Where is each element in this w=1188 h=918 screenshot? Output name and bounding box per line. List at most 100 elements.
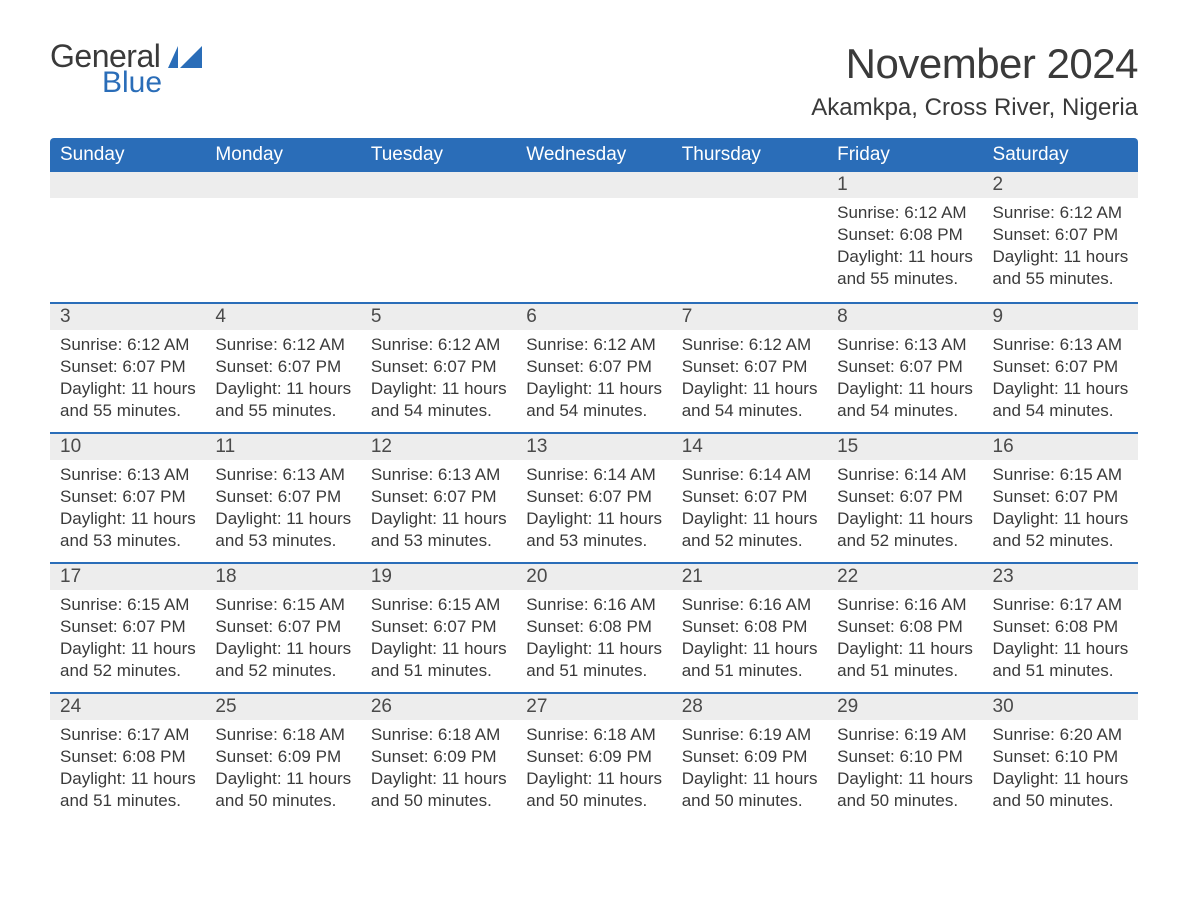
day-number: 28 bbox=[682, 696, 703, 717]
day-body: Sunrise: 6:12 AMSunset: 6:07 PMDaylight:… bbox=[672, 330, 827, 426]
day-number-band: 20 bbox=[516, 562, 671, 590]
day-number-band: 9 bbox=[983, 302, 1138, 330]
day-number: 12 bbox=[371, 436, 392, 457]
calendar-body: 1Sunrise: 6:12 AMSunset: 6:08 PMDaylight… bbox=[50, 172, 1138, 822]
day-body: Sunrise: 6:18 AMSunset: 6:09 PMDaylight:… bbox=[205, 720, 360, 816]
day-number: 10 bbox=[60, 436, 81, 457]
day-body: Sunrise: 6:13 AMSunset: 6:07 PMDaylight:… bbox=[205, 460, 360, 556]
sunset-line: Sunset: 6:10 PM bbox=[837, 746, 974, 768]
day-cell bbox=[205, 172, 360, 302]
daylight-line-1: Daylight: 11 hours bbox=[371, 378, 508, 400]
sunset-line: Sunset: 6:07 PM bbox=[215, 356, 352, 378]
day-number: 11 bbox=[215, 436, 235, 457]
day-number: 26 bbox=[371, 696, 392, 717]
sunset-line: Sunset: 6:07 PM bbox=[371, 356, 508, 378]
brand-text: General Blue bbox=[50, 40, 162, 98]
day-header-mon: Monday bbox=[205, 138, 360, 172]
day-number-band: 17 bbox=[50, 562, 205, 590]
day-cell: 11 Sunrise: 6:13 AMSunset: 6:07 PMDayligh… bbox=[205, 432, 360, 562]
sunrise-line: Sunrise: 6:12 AM bbox=[60, 334, 197, 356]
sunrise-line: Sunrise: 6:15 AM bbox=[371, 594, 508, 616]
daylight-line-2: and 50 minutes. bbox=[371, 790, 508, 812]
daylight-line-1: Daylight: 11 hours bbox=[993, 508, 1130, 530]
sunset-line: Sunset: 6:07 PM bbox=[837, 486, 974, 508]
week-row: 24 Sunrise: 6:17 AMSunset: 6:08 PMDayligh… bbox=[50, 692, 1138, 822]
day-cell: 5Sunrise: 6:12 AMSunset: 6:07 PMDaylight… bbox=[361, 302, 516, 432]
daylight-line-2: and 53 minutes. bbox=[60, 530, 197, 552]
day-cell: 4Sunrise: 6:12 AMSunset: 6:07 PMDaylight… bbox=[205, 302, 360, 432]
sunrise-line: Sunrise: 6:18 AM bbox=[371, 724, 508, 746]
day-number: 15 bbox=[837, 436, 858, 457]
day-body: Sunrise: 6:12 AMSunset: 6:07 PMDaylight:… bbox=[983, 198, 1138, 294]
day-number-band: 24 bbox=[50, 692, 205, 720]
day-header-sun: Sunday bbox=[50, 138, 205, 172]
sunset-line: Sunset: 6:07 PM bbox=[526, 486, 663, 508]
daylight-line-1: Daylight: 11 hours bbox=[837, 508, 974, 530]
day-body: Sunrise: 6:14 AMSunset: 6:07 PMDaylight:… bbox=[672, 460, 827, 556]
day-number-band: 8 bbox=[827, 302, 982, 330]
daylight-line-2: and 55 minutes. bbox=[215, 400, 352, 422]
sunrise-line: Sunrise: 6:16 AM bbox=[682, 594, 819, 616]
day-number: 21 bbox=[682, 566, 703, 587]
day-number: 23 bbox=[993, 566, 1014, 587]
header: General Blue November 2024 Akamkpa, Cros… bbox=[50, 40, 1138, 132]
sunset-line: Sunset: 6:09 PM bbox=[682, 746, 819, 768]
daylight-line-2: and 51 minutes. bbox=[60, 790, 197, 812]
sunset-line: Sunset: 6:07 PM bbox=[60, 356, 197, 378]
day-number: 29 bbox=[837, 696, 858, 717]
day-body: Sunrise: 6:16 AMSunset: 6:08 PMDaylight:… bbox=[672, 590, 827, 686]
day-number-band bbox=[516, 172, 671, 198]
day-cell: 23Sunrise: 6:17 AMSunset: 6:08 PMDayligh… bbox=[983, 562, 1138, 692]
daylight-line-1: Daylight: 11 hours bbox=[526, 638, 663, 660]
day-cell: 21 Sunrise: 6:16 AMSunset: 6:08 PMDayligh… bbox=[672, 562, 827, 692]
day-number: 13 bbox=[526, 436, 547, 457]
day-cell: 17Sunrise: 6:15 AMSunset: 6:07 PMDayligh… bbox=[50, 562, 205, 692]
day-cell: 15 Sunrise: 6:14 AMSunset: 6:07 PMDayligh… bbox=[827, 432, 982, 562]
sunset-line: Sunset: 6:08 PM bbox=[682, 616, 819, 638]
day-body: Sunrise: 6:19 AMSunset: 6:10 PMDaylight:… bbox=[827, 720, 982, 816]
day-number-band: 12 bbox=[361, 432, 516, 460]
day-body: Sunrise: 6:19 AMSunset: 6:09 PMDaylight:… bbox=[672, 720, 827, 816]
day-cell: 12Sunrise: 6:13 AMSunset: 6:07 PMDayligh… bbox=[361, 432, 516, 562]
day-number: 22 bbox=[837, 566, 858, 587]
day-number-band: 30 bbox=[983, 692, 1138, 720]
day-cell: 27 Sunrise: 6:18 AMSunset: 6:09 PMDayligh… bbox=[516, 692, 671, 822]
daylight-line-2: and 54 minutes. bbox=[837, 400, 974, 422]
sunrise-line: Sunrise: 6:15 AM bbox=[993, 464, 1130, 486]
sunrise-line: Sunrise: 6:12 AM bbox=[371, 334, 508, 356]
day-body: Sunrise: 6:18 AMSunset: 6:09 PMDaylight:… bbox=[516, 720, 671, 816]
day-header-wed: Wednesday bbox=[516, 138, 671, 172]
daylight-line-1: Daylight: 11 hours bbox=[526, 508, 663, 530]
sunrise-line: Sunrise: 6:14 AM bbox=[682, 464, 819, 486]
day-cell: 7Sunrise: 6:12 AMSunset: 6:07 PMDaylight… bbox=[672, 302, 827, 432]
daylight-line-1: Daylight: 11 hours bbox=[526, 378, 663, 400]
sunset-line: Sunset: 6:09 PM bbox=[526, 746, 663, 768]
sunset-line: Sunset: 6:07 PM bbox=[60, 486, 197, 508]
sunset-line: Sunset: 6:07 PM bbox=[682, 356, 819, 378]
week-row: 1Sunrise: 6:12 AMSunset: 6:08 PMDaylight… bbox=[50, 172, 1138, 302]
sunrise-line: Sunrise: 6:12 AM bbox=[682, 334, 819, 356]
day-number-band bbox=[361, 172, 516, 198]
sunset-line: Sunset: 6:10 PM bbox=[993, 746, 1130, 768]
day-number-band bbox=[50, 172, 205, 198]
sunrise-line: Sunrise: 6:14 AM bbox=[837, 464, 974, 486]
sunset-line: Sunset: 6:08 PM bbox=[993, 616, 1130, 638]
sunrise-line: Sunrise: 6:17 AM bbox=[60, 724, 197, 746]
day-number-band: 6 bbox=[516, 302, 671, 330]
daylight-line-1: Daylight: 11 hours bbox=[837, 246, 974, 268]
daylight-line-2: and 50 minutes. bbox=[215, 790, 352, 812]
sunset-line: Sunset: 6:07 PM bbox=[60, 616, 197, 638]
daylight-line-2: and 50 minutes. bbox=[682, 790, 819, 812]
day-number: 3 bbox=[60, 306, 71, 327]
day-number-band bbox=[205, 172, 360, 198]
daylight-line-1: Daylight: 11 hours bbox=[60, 508, 197, 530]
day-number-band: 11 bbox=[205, 432, 360, 460]
daylight-line-2: and 52 minutes. bbox=[993, 530, 1130, 552]
daylight-line-2: and 51 minutes. bbox=[682, 660, 819, 682]
week-row: 3Sunrise: 6:12 AMSunset: 6:07 PMDaylight… bbox=[50, 302, 1138, 432]
day-number: 27 bbox=[526, 696, 547, 717]
sunset-line: Sunset: 6:08 PM bbox=[60, 746, 197, 768]
daylight-line-2: and 52 minutes. bbox=[60, 660, 197, 682]
sunrise-line: Sunrise: 6:12 AM bbox=[526, 334, 663, 356]
daylight-line-1: Daylight: 11 hours bbox=[60, 768, 197, 790]
